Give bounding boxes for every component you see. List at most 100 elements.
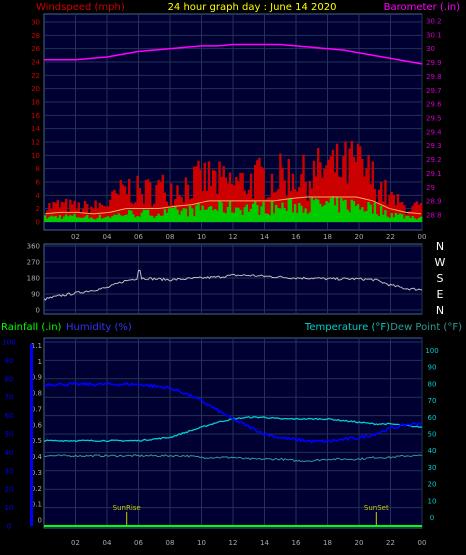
baro-y-tick: 29.3 bbox=[426, 142, 442, 150]
gust-bar bbox=[296, 191, 299, 222]
gust-bar bbox=[247, 189, 251, 222]
temp-x-tick: 06 bbox=[134, 539, 143, 547]
avg-bar bbox=[325, 201, 328, 222]
gust-bar bbox=[207, 161, 211, 222]
avg-bar bbox=[94, 219, 97, 222]
avg-bar bbox=[375, 214, 379, 222]
compass-n-bottom: N bbox=[436, 304, 444, 317]
avg-bar bbox=[75, 217, 78, 222]
avg-bar bbox=[109, 217, 112, 222]
avg-bar bbox=[144, 209, 148, 222]
temperature-legend: Temperature (°F) bbox=[304, 322, 390, 333]
baro-y-tick: 29.9 bbox=[426, 59, 442, 67]
avg-bar bbox=[111, 216, 114, 222]
avg-bar bbox=[363, 211, 366, 222]
gust-bar bbox=[144, 180, 148, 222]
avg-bar bbox=[256, 205, 259, 222]
temp-x-tick: 16 bbox=[292, 539, 301, 547]
avg-bar bbox=[125, 214, 129, 222]
wind-y-tick: 16 bbox=[31, 112, 40, 120]
gust-bar bbox=[136, 175, 139, 222]
avg-bar bbox=[188, 205, 192, 222]
gust-bar bbox=[270, 173, 274, 222]
gust-bar bbox=[380, 181, 383, 222]
avg-bar bbox=[270, 201, 274, 222]
baro-y-tick: 29.4 bbox=[426, 128, 442, 136]
gust-bar bbox=[287, 159, 290, 222]
rain-y-tick: 0.8 bbox=[31, 390, 42, 398]
avg-bar bbox=[50, 215, 53, 222]
avg-bar bbox=[157, 213, 160, 222]
humidity-y-tick: 100 bbox=[2, 339, 15, 347]
wind-x-tick: 10 bbox=[197, 233, 206, 241]
temp-x-tick: 02 bbox=[71, 539, 80, 547]
wind-y-tick: 8 bbox=[36, 165, 40, 173]
avg-bar bbox=[214, 208, 217, 222]
gust-bar bbox=[312, 160, 316, 222]
baro-y-tick: 30 bbox=[426, 45, 435, 53]
gust-bar bbox=[128, 178, 131, 222]
gust-bar bbox=[331, 149, 335, 222]
gust-bar bbox=[121, 184, 125, 222]
humidity-legend: Humidity (%) bbox=[66, 322, 132, 333]
chart-title: 24 hour graph day : June 14 2020 bbox=[168, 2, 337, 13]
gust-bar bbox=[138, 188, 141, 222]
rain-y-tick: 0.7 bbox=[31, 405, 42, 413]
gust-bar bbox=[371, 161, 374, 222]
dewpoint-legend: Dew Point (°F) bbox=[390, 322, 462, 333]
gust-bar bbox=[159, 181, 162, 222]
avg-bar bbox=[48, 216, 51, 222]
avg-bar bbox=[352, 201, 356, 222]
gust-bar bbox=[178, 195, 181, 222]
avg-bar bbox=[81, 217, 85, 222]
gust-bar bbox=[109, 199, 112, 222]
gust-bar bbox=[249, 173, 253, 222]
compass-s: S bbox=[437, 272, 444, 285]
gust-bar bbox=[260, 166, 263, 222]
temp-y-tick: 20 bbox=[428, 481, 437, 489]
wind-y-tick: 22 bbox=[31, 72, 40, 80]
baro-y-tick: 29.2 bbox=[426, 156, 442, 164]
gust-bar bbox=[71, 204, 74, 222]
gust-bar bbox=[256, 160, 259, 222]
rain-y-tick: 0.2 bbox=[31, 485, 42, 493]
baro-y-tick: 30.2 bbox=[426, 17, 442, 25]
avg-bar bbox=[254, 201, 257, 222]
baro-y-tick: 30.1 bbox=[426, 31, 442, 39]
gust-bar bbox=[107, 206, 110, 222]
avg-bar bbox=[184, 208, 188, 222]
avg-bar bbox=[58, 215, 62, 222]
avg-bar bbox=[327, 202, 330, 222]
gust-bar bbox=[283, 180, 286, 222]
gust-bar bbox=[195, 166, 198, 222]
rain-y-tick: 0.4 bbox=[31, 453, 43, 461]
avg-bar bbox=[281, 202, 284, 222]
avg-bar bbox=[56, 218, 59, 222]
humidity-y-tick: 0 bbox=[7, 523, 11, 531]
gust-bar bbox=[212, 169, 215, 222]
avg-bar bbox=[155, 215, 158, 222]
gust-bar bbox=[111, 191, 114, 222]
gust-bar bbox=[214, 170, 217, 222]
gust-bar bbox=[216, 193, 219, 222]
avg-bar bbox=[130, 210, 133, 222]
avg-bar bbox=[323, 205, 326, 222]
temp-y-tick: 0 bbox=[430, 514, 434, 522]
wind-y-tick: 20 bbox=[31, 85, 40, 93]
avg-bar bbox=[258, 214, 261, 222]
avg-bar bbox=[119, 215, 122, 222]
avg-bar bbox=[390, 213, 393, 222]
gust-bar bbox=[361, 159, 364, 222]
direction-y-tick: 90 bbox=[31, 291, 40, 299]
avg-bar bbox=[304, 208, 307, 222]
gust-bar bbox=[319, 162, 322, 222]
wind-x-tick: 22 bbox=[386, 233, 395, 241]
gust-bar bbox=[348, 148, 351, 222]
avg-bar bbox=[272, 213, 276, 222]
gust-bar bbox=[98, 202, 101, 222]
gust-bar bbox=[241, 172, 244, 222]
avg-bar bbox=[151, 215, 154, 222]
wind-y-tick: 6 bbox=[36, 179, 41, 187]
gust-bar bbox=[264, 199, 267, 222]
